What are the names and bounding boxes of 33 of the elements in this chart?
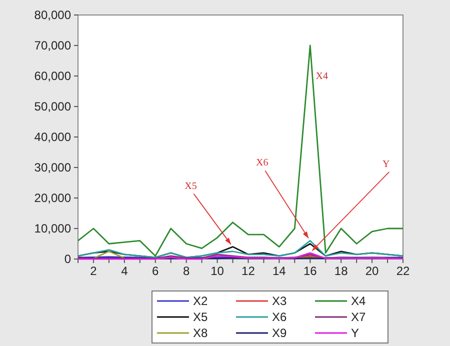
x-tick-label: 4 xyxy=(121,264,128,278)
x-tick-label: 8 xyxy=(182,264,190,278)
legend-label: X4 xyxy=(351,294,366,308)
x-tick-label: 18 xyxy=(334,264,348,278)
legend-label: Y xyxy=(351,326,360,340)
x-tick-label: 16 xyxy=(303,264,318,278)
legend-label: X5 xyxy=(193,310,208,324)
x-tick-label: 12 xyxy=(242,264,256,278)
legend-label: X6 xyxy=(272,310,288,324)
y-tick-label: 70,000 xyxy=(34,38,72,53)
legend-label: X7 xyxy=(351,310,366,324)
y-tick-label: 40,000 xyxy=(34,130,72,144)
y-tick-label: 30,000 xyxy=(34,160,72,175)
legend-label: X9 xyxy=(272,326,288,340)
x-tick-label: 10 xyxy=(210,264,224,278)
x-tick-label: 6 xyxy=(152,264,160,278)
legend-label: X3 xyxy=(272,294,288,308)
x-tick-label: 2 xyxy=(90,264,98,278)
annotation: X4 xyxy=(316,71,328,82)
y-tick-label: 0 xyxy=(64,252,72,266)
x-tick-label: 22 xyxy=(396,264,410,278)
legend-label: X8 xyxy=(193,326,208,340)
legend-label: X2 xyxy=(193,294,208,308)
y-tick-label: 20,000 xyxy=(34,191,72,206)
y-tick-label: 10,000 xyxy=(34,222,72,236)
annotation: Y xyxy=(382,158,390,170)
y-tick-label: 50,000 xyxy=(34,100,72,114)
annotation: X5 xyxy=(184,180,197,192)
y-tick-label: 80,000 xyxy=(34,8,72,22)
x-tick-label: 14 xyxy=(272,264,286,278)
y-tick-label: 60,000 xyxy=(34,69,72,84)
x-tick-label: 20 xyxy=(365,264,380,278)
annotation: X6 xyxy=(256,158,268,169)
